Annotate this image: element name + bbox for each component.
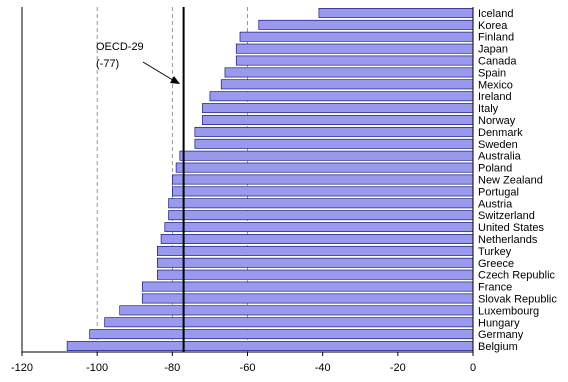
bar-luxembourg bbox=[119, 305, 474, 316]
category-label: Mexico bbox=[478, 79, 513, 91]
category-label: Switzerland bbox=[478, 210, 535, 222]
reference-arrow-head bbox=[170, 76, 180, 84]
category-label: Austria bbox=[478, 198, 513, 210]
bar-australia bbox=[179, 150, 474, 161]
bar-japan bbox=[235, 43, 474, 54]
category-label: Greece bbox=[478, 258, 514, 270]
x-tick-labels: -120 -100 -80 -60 -40 -20 0 bbox=[11, 362, 476, 374]
bar-ireland bbox=[209, 91, 474, 102]
bar-austria bbox=[168, 198, 474, 209]
bar-mexico bbox=[220, 79, 474, 90]
category-label: Australia bbox=[478, 151, 522, 163]
axis-layer bbox=[21, 7, 474, 356]
category-label: Norway bbox=[478, 115, 516, 127]
category-label: Luxembourg bbox=[478, 305, 539, 317]
bar-united-states bbox=[164, 222, 474, 233]
bar-finland bbox=[239, 31, 474, 42]
bar-italy bbox=[202, 103, 474, 114]
bar-poland bbox=[175, 162, 474, 173]
bar-canada bbox=[235, 55, 474, 66]
bar-norway bbox=[202, 115, 474, 125]
x-tick-label: 0 bbox=[470, 362, 476, 374]
category-label: Czech Republic bbox=[478, 270, 556, 282]
bar-new-zealand bbox=[172, 174, 474, 185]
bar-germany bbox=[89, 329, 474, 340]
x-tick-label: -40 bbox=[315, 362, 331, 374]
category-label: Netherlands bbox=[478, 234, 538, 246]
category-label: Belgium bbox=[478, 341, 518, 353]
bar-denmark bbox=[194, 126, 474, 137]
category-label: Turkey bbox=[478, 246, 512, 258]
bar-layer bbox=[66, 8, 474, 351]
category-label: Poland bbox=[478, 163, 512, 175]
x-tick-label: -100 bbox=[86, 362, 108, 374]
category-label: Germany bbox=[478, 329, 524, 341]
x-tick-label: -80 bbox=[164, 362, 180, 374]
category-label: Sweden bbox=[478, 139, 518, 151]
bar-portugal bbox=[172, 186, 474, 197]
bar-hungary bbox=[104, 317, 474, 328]
category-label: France bbox=[478, 282, 512, 294]
category-label: Japan bbox=[478, 44, 508, 56]
bar-belgium bbox=[66, 341, 474, 351]
category-label: Denmark bbox=[478, 127, 523, 139]
category-label: Korea bbox=[478, 20, 508, 32]
bar-france bbox=[141, 281, 474, 292]
bar-greece bbox=[157, 257, 474, 268]
bar-turkey bbox=[157, 245, 474, 256]
category-label: Portugal bbox=[478, 186, 519, 198]
bar-czech-republic bbox=[157, 269, 474, 280]
bar-korea bbox=[258, 19, 474, 30]
bar-spain bbox=[224, 67, 474, 78]
bar-iceland bbox=[318, 8, 474, 18]
category-label: Iceland bbox=[478, 8, 513, 20]
bar-slovak-republic bbox=[141, 293, 474, 304]
category-label: Slovak Republic bbox=[478, 293, 557, 305]
category-label: Spain bbox=[478, 67, 506, 79]
category-label: United States bbox=[478, 222, 545, 234]
category-label: Finland bbox=[478, 32, 514, 44]
bar-sweden bbox=[194, 138, 474, 149]
category-label: Ireland bbox=[478, 91, 512, 103]
category-labels: IcelandKoreaFinlandJapanCanadaSpainMexic… bbox=[478, 8, 557, 353]
bar-switzerland bbox=[168, 210, 474, 221]
reference-line-group: OECD-29 (-77) bbox=[96, 7, 185, 352]
category-label: Hungary bbox=[478, 317, 520, 329]
reference-label-line1: OECD-29 bbox=[96, 41, 144, 53]
category-label: Canada bbox=[478, 56, 517, 68]
x-tick-label: -20 bbox=[390, 362, 406, 374]
reference-label-line2: (-77) bbox=[96, 58, 119, 70]
bar-netherlands bbox=[160, 234, 474, 244]
category-label: Italy bbox=[478, 103, 499, 115]
x-tick-label: -120 bbox=[11, 362, 33, 374]
x-tick-label: -60 bbox=[240, 362, 256, 374]
reference-arrow-shaft bbox=[142, 61, 177, 83]
category-label: New Zealand bbox=[478, 175, 543, 187]
